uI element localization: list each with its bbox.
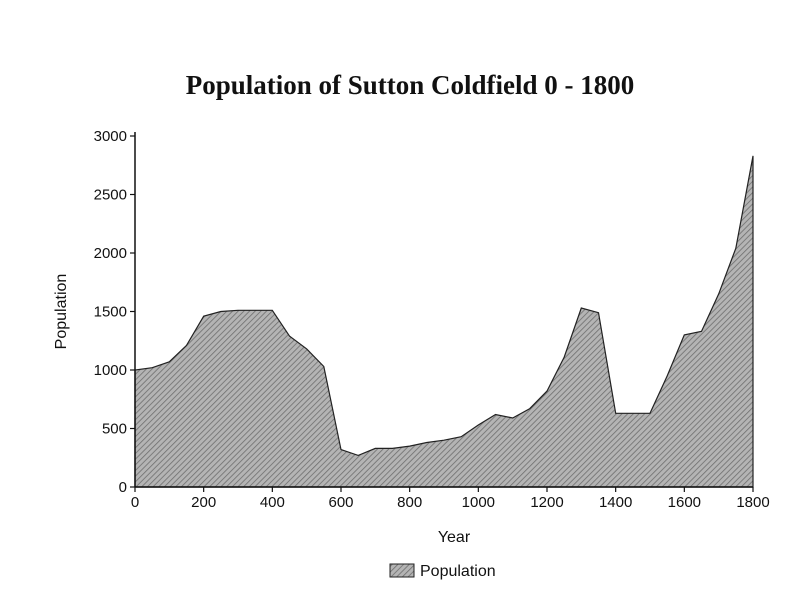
y-axis-title: Population xyxy=(53,274,70,350)
x-tick-label: 1200 xyxy=(530,494,563,511)
x-axis-title: Year xyxy=(438,529,471,546)
x-tick-label: 200 xyxy=(191,494,216,511)
x-tick-label: 1800 xyxy=(736,494,769,511)
legend-label: Population xyxy=(420,563,496,580)
y-tick-label: 1500 xyxy=(94,304,127,321)
chart-title: Population of Sutton Coldfield 0 - 1800 xyxy=(185,70,635,100)
x-tick-label: 800 xyxy=(397,494,422,511)
x-tick-label: 600 xyxy=(328,494,353,511)
y-tick-label: 1000 xyxy=(94,362,127,379)
y-tick-label: 2500 xyxy=(94,187,127,204)
x-tick-label: 1600 xyxy=(668,494,701,511)
x-tick-label: 400 xyxy=(260,494,285,511)
x-tick-label: 1000 xyxy=(462,494,495,511)
y-tick-label: 3000 xyxy=(94,128,127,145)
y-tick-label: 0 xyxy=(119,479,127,496)
x-tick-label: 1400 xyxy=(599,494,632,511)
y-tick-label: 2000 xyxy=(94,245,127,262)
area-series-population xyxy=(134,155,754,488)
x-tick-label: 0 xyxy=(131,494,139,511)
legend-swatch xyxy=(389,563,415,578)
y-tick-label: 500 xyxy=(102,421,127,438)
